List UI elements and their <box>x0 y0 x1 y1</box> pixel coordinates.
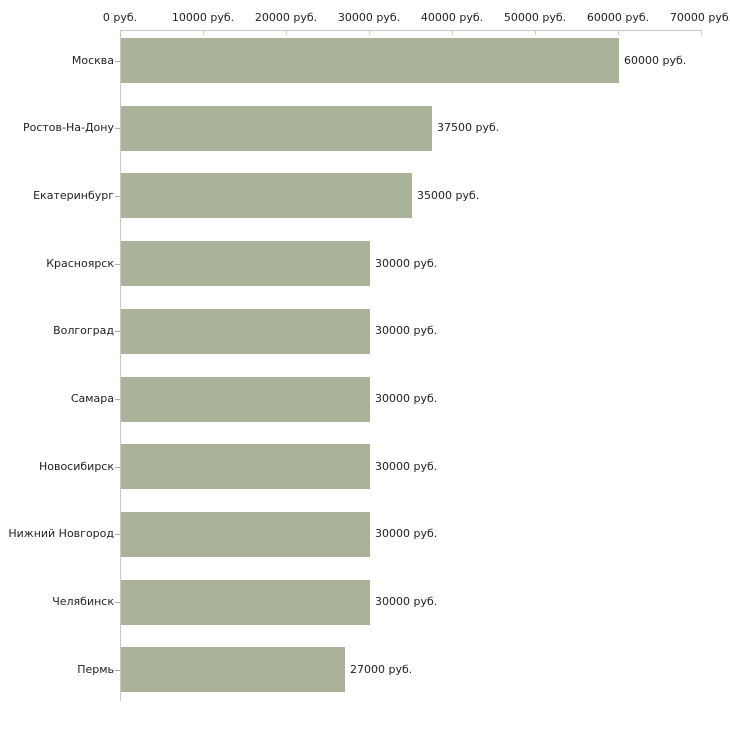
chart-bar <box>121 376 370 422</box>
bar-value-label: 37500 руб. <box>437 121 500 135</box>
bar-value-label: 35000 руб. <box>417 188 480 202</box>
bar-value-label: 60000 руб. <box>624 53 687 67</box>
chart-bar <box>121 647 345 693</box>
category-label: Екатеринбург <box>33 188 114 202</box>
x-axis-tick-label: 70000 руб. <box>669 11 730 24</box>
bar-value-label: 27000 руб. <box>350 662 413 676</box>
bar-value-label: 30000 руб. <box>375 392 438 405</box>
bar-value-label: 30000 руб. <box>375 256 438 270</box>
category-label: Нижний Новгород <box>8 527 114 541</box>
x-axis-tick-mark <box>203 31 204 35</box>
chart-bar <box>121 38 619 83</box>
bar-value-label: 30000 руб. <box>375 527 438 541</box>
category-label: Москва <box>71 53 114 67</box>
x-axis-tick-mark <box>618 31 619 35</box>
x-axis-tick-mark <box>535 31 536 35</box>
x-axis-tick-mark <box>286 31 287 35</box>
chart-bar <box>121 579 370 625</box>
x-axis-tick-mark <box>369 31 370 35</box>
category-tick-mark <box>115 534 120 536</box>
category-tick-mark <box>115 195 120 197</box>
category-label: Самара <box>70 392 114 405</box>
category-tick-mark <box>115 399 120 400</box>
x-axis-tick-label: 20000 руб. <box>254 11 318 24</box>
x-axis-tick-mark <box>452 31 453 35</box>
category-label: Волгоград <box>53 324 114 338</box>
category-tick-mark <box>115 331 120 333</box>
bar-value-label: 30000 руб. <box>375 324 438 338</box>
category-tick-mark <box>115 263 120 265</box>
bar-value-label: 30000 руб. <box>375 595 438 609</box>
chart-bar <box>121 511 370 557</box>
category-tick-mark <box>115 466 120 468</box>
chart-bar <box>121 444 370 490</box>
category-tick-mark <box>115 602 120 604</box>
x-axis-tick-label: 10000 руб. <box>171 11 235 24</box>
category-label: Пермь <box>77 662 114 676</box>
chart-bar <box>121 105 432 151</box>
category-tick-mark <box>115 60 120 62</box>
category-tick-mark <box>115 669 120 671</box>
category-label: Новосибирск <box>38 459 114 473</box>
x-axis-tick-label: 50000 руб. <box>503 11 567 24</box>
chart-bar <box>121 241 370 287</box>
x-axis-tick-label: 60000 руб. <box>586 11 650 24</box>
chart-bar <box>121 173 412 219</box>
bar-value-label: 30000 руб. <box>375 459 438 473</box>
x-axis-tick-label: 40000 руб. <box>420 11 484 24</box>
x-axis-tick-label: 0 руб. <box>102 11 138 24</box>
category-label: Красноярск <box>46 256 114 270</box>
category-label: Ростов-На-Дону <box>22 121 114 135</box>
x-axis-tick-mark <box>701 31 702 35</box>
plot-area: 60000 руб. 37500 руб. 35000 руб. 30000 руб.… <box>120 30 702 701</box>
category-label: Челябинск <box>52 595 114 609</box>
chart-bar <box>121 308 370 354</box>
x-axis-tick-label: 30000 руб. <box>337 11 401 24</box>
category-tick-mark <box>115 128 120 130</box>
